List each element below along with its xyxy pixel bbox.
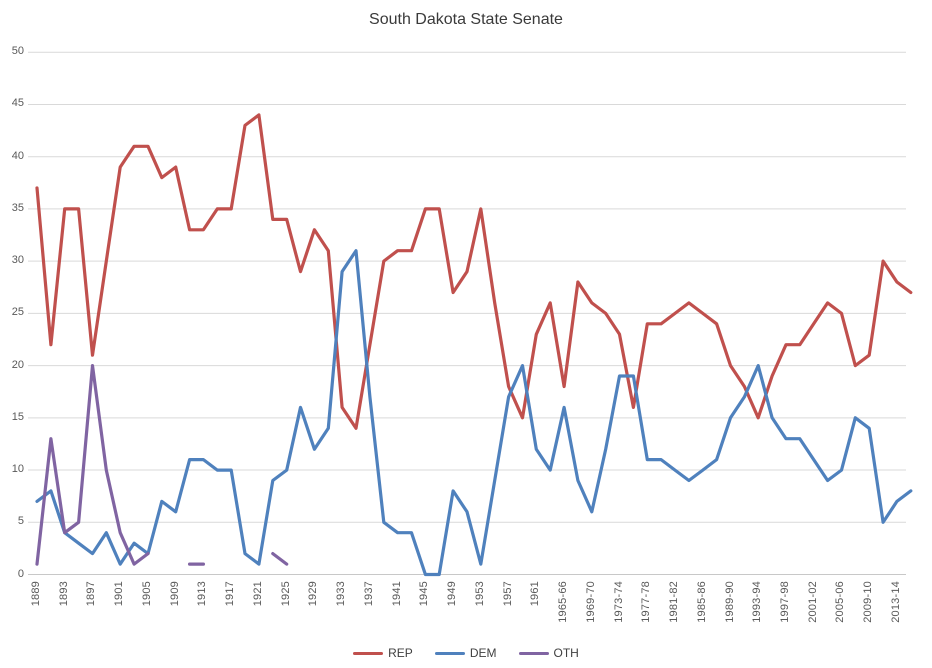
x-axis-tick-label: 1941 (390, 581, 403, 607)
x-axis-tick-label: 1961 (529, 581, 542, 607)
x-axis-tick-label: 1949 (446, 581, 459, 607)
x-axis-tick-label: 1909 (168, 581, 181, 607)
x-axis-tick-label: 1953 (473, 581, 486, 607)
x-axis-tick-label: 1965-66 (557, 581, 570, 623)
x-axis-tick-label: 1969-70 (584, 581, 597, 623)
x-axis-tick-label: 2009-10 (862, 581, 875, 623)
oth-line (271, 551, 289, 566)
x-axis-tick-label: 1997-98 (778, 581, 791, 623)
legend-label: DEM (469, 646, 497, 660)
x-axis-tick-label: 1889 (30, 581, 42, 607)
x-axis-tick-label: 1985-86 (695, 581, 708, 623)
x-axis-tick-label: 2005-06 (834, 581, 847, 623)
legend: REP DEM OTH (0, 646, 932, 660)
x-axis-tick-label: 1945 (418, 581, 431, 607)
x-axis-tick-label: 1897 (85, 581, 98, 607)
y-axis-tick-label: 5 (17, 515, 24, 528)
y-axis-tick-label: 45 (11, 97, 24, 110)
x-axis-tick-label: 1981-82 (668, 581, 681, 623)
oth-line (35, 364, 150, 566)
legend-item-dem: DEM (434, 646, 497, 660)
y-axis-tick-label: 30 (11, 254, 24, 267)
chart-title: South Dakota State Senate (369, 11, 563, 28)
x-axis-tick-label: 2013-14 (889, 581, 902, 623)
x-axis-tick-label: 1921 (251, 581, 264, 607)
x-axis-tick-label: 1977-78 (640, 581, 653, 623)
dem-line (35, 249, 913, 577)
x-axis-tick-label: 1933 (335, 581, 348, 607)
x-axis-tick-label: 1917 (224, 581, 237, 607)
x-axis-tick-label: 1993-94 (751, 581, 764, 623)
x-axis-tick-label: 1937 (362, 581, 375, 607)
y-axis-tick-label: 40 (11, 149, 24, 162)
legend-line-swatch-icon (434, 651, 465, 655)
y-axis-tick-label: 10 (11, 463, 24, 476)
x-axis-tick-label: 1973-74 (612, 581, 625, 623)
y-axis-tick-label: 15 (11, 410, 24, 423)
y-axis-tick-label: 35 (11, 201, 24, 214)
x-axis-tick-label: 1989-90 (723, 581, 736, 623)
rep-line (35, 113, 913, 430)
x-axis-tick-label: 1913 (196, 581, 209, 607)
y-axis-tick-label: 20 (11, 358, 24, 371)
legend-item-rep: REP (353, 646, 413, 660)
legend-label: REP (388, 646, 413, 660)
x-axis-tick-label: 2001-02 (806, 581, 819, 623)
x-axis-tick-label: 1957 (501, 581, 514, 607)
x-axis-tick-label: 1901 (113, 581, 126, 607)
legend-line-swatch-icon (353, 651, 384, 655)
y-axis-tick-label: 0 (17, 567, 24, 580)
x-axis-tick-label: 1925 (279, 581, 292, 607)
legend-line-swatch-icon (518, 651, 549, 655)
y-axis-tick-label: 50 (11, 45, 24, 58)
legend-item-oth: OTH (518, 646, 579, 660)
legend-label: OTH (553, 646, 579, 660)
x-axis-tick-label: 1893 (57, 581, 70, 607)
x-axis-tick-label: 1929 (307, 581, 320, 607)
x-axis-tick-label: 1905 (140, 581, 153, 607)
y-axis-tick-label: 25 (11, 306, 24, 319)
